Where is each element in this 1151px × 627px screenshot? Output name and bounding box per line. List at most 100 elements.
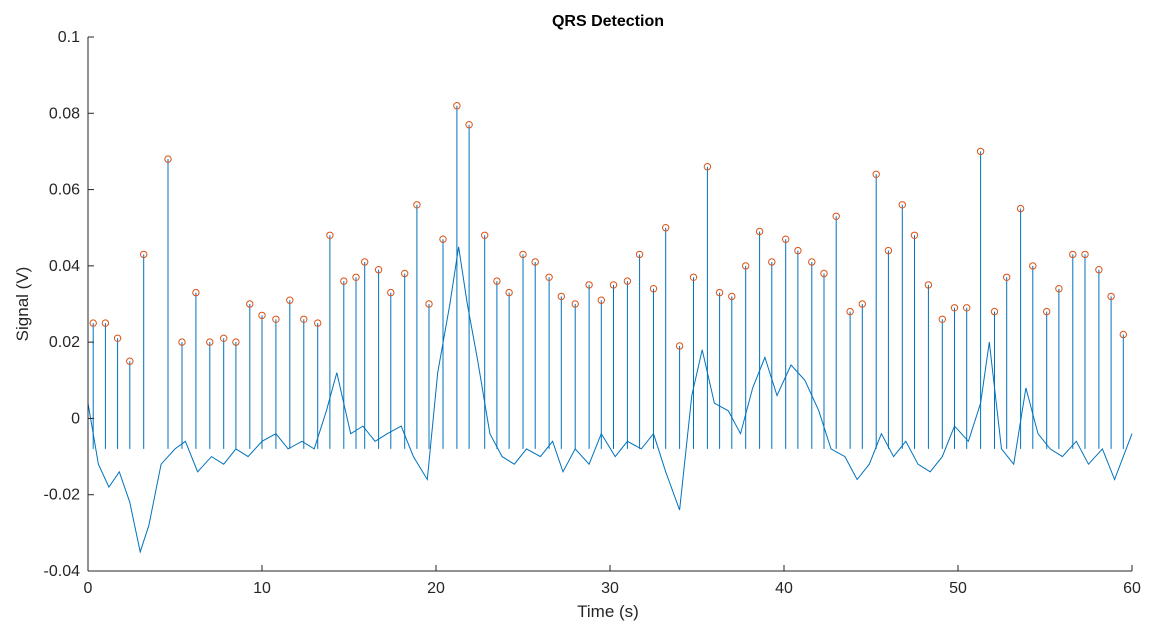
qrs-peak-marker <box>623 277 632 285</box>
x-axis-label: Time (s) <box>577 602 639 621</box>
qrs-peak-marker <box>413 201 421 209</box>
qrs-peak-marker <box>326 231 334 240</box>
qrs-peak-marker <box>164 155 172 163</box>
qrs-peak-marker <box>272 315 280 323</box>
y-tick-label: 0.1 <box>58 29 80 46</box>
qrs-peak-marker <box>924 281 933 289</box>
qrs-peak-marker <box>286 296 294 304</box>
qrs-peak-marker <box>794 246 802 255</box>
qrs-peak-marker <box>898 201 906 209</box>
qrs-peak-marker <box>89 319 97 327</box>
y-tick-label: 0.06 <box>49 182 80 199</box>
x-tick-label: 40 <box>775 580 793 597</box>
ecg-signal-series <box>87 105 1133 554</box>
qrs-peak-marker <box>1119 330 1128 339</box>
qrs-peak-marker <box>571 300 579 308</box>
qrs-peak-marker <box>481 231 489 240</box>
qrs-peak-marker <box>352 273 360 281</box>
qrs-peak-marker <box>1043 307 1051 316</box>
qrs-peak-marker <box>872 170 880 179</box>
qrs-peak-marker <box>649 285 658 293</box>
qrs-peak-marker <box>884 246 893 255</box>
qrs-peak-marker <box>246 300 254 308</box>
qrs-peak-marker <box>597 296 605 304</box>
qrs-peak-marker <box>675 342 684 350</box>
qrs-peak-marker <box>300 315 308 323</box>
qrs-peak-marker <box>1016 204 1025 213</box>
qrs-peak-marker <box>1095 266 1103 274</box>
qrs-peak-marker <box>361 258 369 266</box>
qrs-peak-marker <box>808 258 816 266</box>
qrs-peak-marker <box>453 102 461 110</box>
y-tick-label: 0.02 <box>49 334 80 351</box>
x-tick-label: 30 <box>601 580 619 597</box>
qrs-peak-marker <box>374 266 383 274</box>
qrs-peak-marker <box>990 307 999 316</box>
qrs-peak-marker <box>742 262 750 270</box>
qrs-peak-marker <box>820 269 828 278</box>
qrs-peak-marker <box>703 163 712 171</box>
qrs-peak-marker <box>1003 273 1011 281</box>
qrs-peak-marker <box>635 250 644 259</box>
x-tick-label: 50 <box>949 580 967 597</box>
qrs-peak-marker <box>1107 292 1115 301</box>
qrs-peak-marker <box>768 258 776 266</box>
qrs-peak-marker <box>950 304 959 312</box>
qrs-peak-marker <box>728 292 736 301</box>
qrs-peak-marker <box>910 231 919 240</box>
chart-title: QRS Detection <box>552 13 664 30</box>
qrs-peak-marker <box>609 281 618 289</box>
qrs-peak-marker <box>1069 250 1077 259</box>
qrs-peak-marker <box>519 250 527 259</box>
qrs-peak-marker <box>178 338 186 346</box>
y-tick-label: 0.08 <box>49 105 80 122</box>
qrs-peak-marker <box>340 277 348 285</box>
qrs-peak-marker <box>1081 250 1089 259</box>
qrs-peak-marker <box>755 227 764 236</box>
x-tick-label: 10 <box>253 580 271 597</box>
qrs-peak-marker <box>232 338 240 346</box>
qrs-peak-marker <box>206 338 214 346</box>
qrs-peak-marker <box>782 235 790 243</box>
qrs-peak-marker <box>545 273 553 281</box>
x-axis-ticks: 0 10 20 30 40 50 60 <box>84 565 1141 597</box>
qrs-peak-marker <box>220 334 228 342</box>
qrs-peak-marker <box>858 300 866 308</box>
qrs-peak-marker <box>662 224 670 232</box>
qrs-peak-marker <box>101 319 110 327</box>
plot-area <box>87 102 1133 554</box>
qrs-peak-marker <box>1055 285 1063 293</box>
qrs-peak-marker <box>689 273 698 281</box>
qrs-peak-marker <box>126 357 134 365</box>
y-tick-label: 0 <box>71 410 80 427</box>
qrs-peak-marker <box>113 334 122 342</box>
qrs-peak-marker <box>192 288 200 297</box>
qrs-peak-marker <box>493 277 501 285</box>
qrs-peak-marker <box>401 269 409 278</box>
qrs-peak-marker <box>585 281 593 289</box>
qrs-peak-markers <box>89 102 1128 365</box>
qrs-peak-marker <box>938 315 946 323</box>
qrs-peak-marker <box>963 304 971 312</box>
qrs-peak-marker <box>258 311 266 320</box>
qrs-peak-marker <box>425 300 433 308</box>
qrs-peak-marker <box>976 147 985 156</box>
y-tick-label: 0.04 <box>49 258 80 275</box>
qrs-peak-marker <box>557 292 565 301</box>
qrs-peak-marker <box>846 307 854 316</box>
y-tick-label: -0.02 <box>44 487 81 504</box>
qrs-peak-marker <box>531 258 539 266</box>
qrs-peak-marker <box>439 235 447 243</box>
qrs-peak-marker <box>832 212 840 221</box>
x-tick-label: 0 <box>84 580 93 597</box>
qrs-peak-marker <box>314 319 322 327</box>
qrs-peak-marker <box>505 288 513 297</box>
qrs-peak-marker <box>387 288 395 297</box>
x-tick-label: 60 <box>1123 580 1141 597</box>
qrs-peak-marker <box>715 288 724 297</box>
y-axis-label: Signal (V) <box>13 267 32 342</box>
qrs-peak-marker <box>140 250 148 259</box>
qrs-peak-marker <box>465 121 473 129</box>
qrs-peak-marker <box>1029 262 1037 270</box>
